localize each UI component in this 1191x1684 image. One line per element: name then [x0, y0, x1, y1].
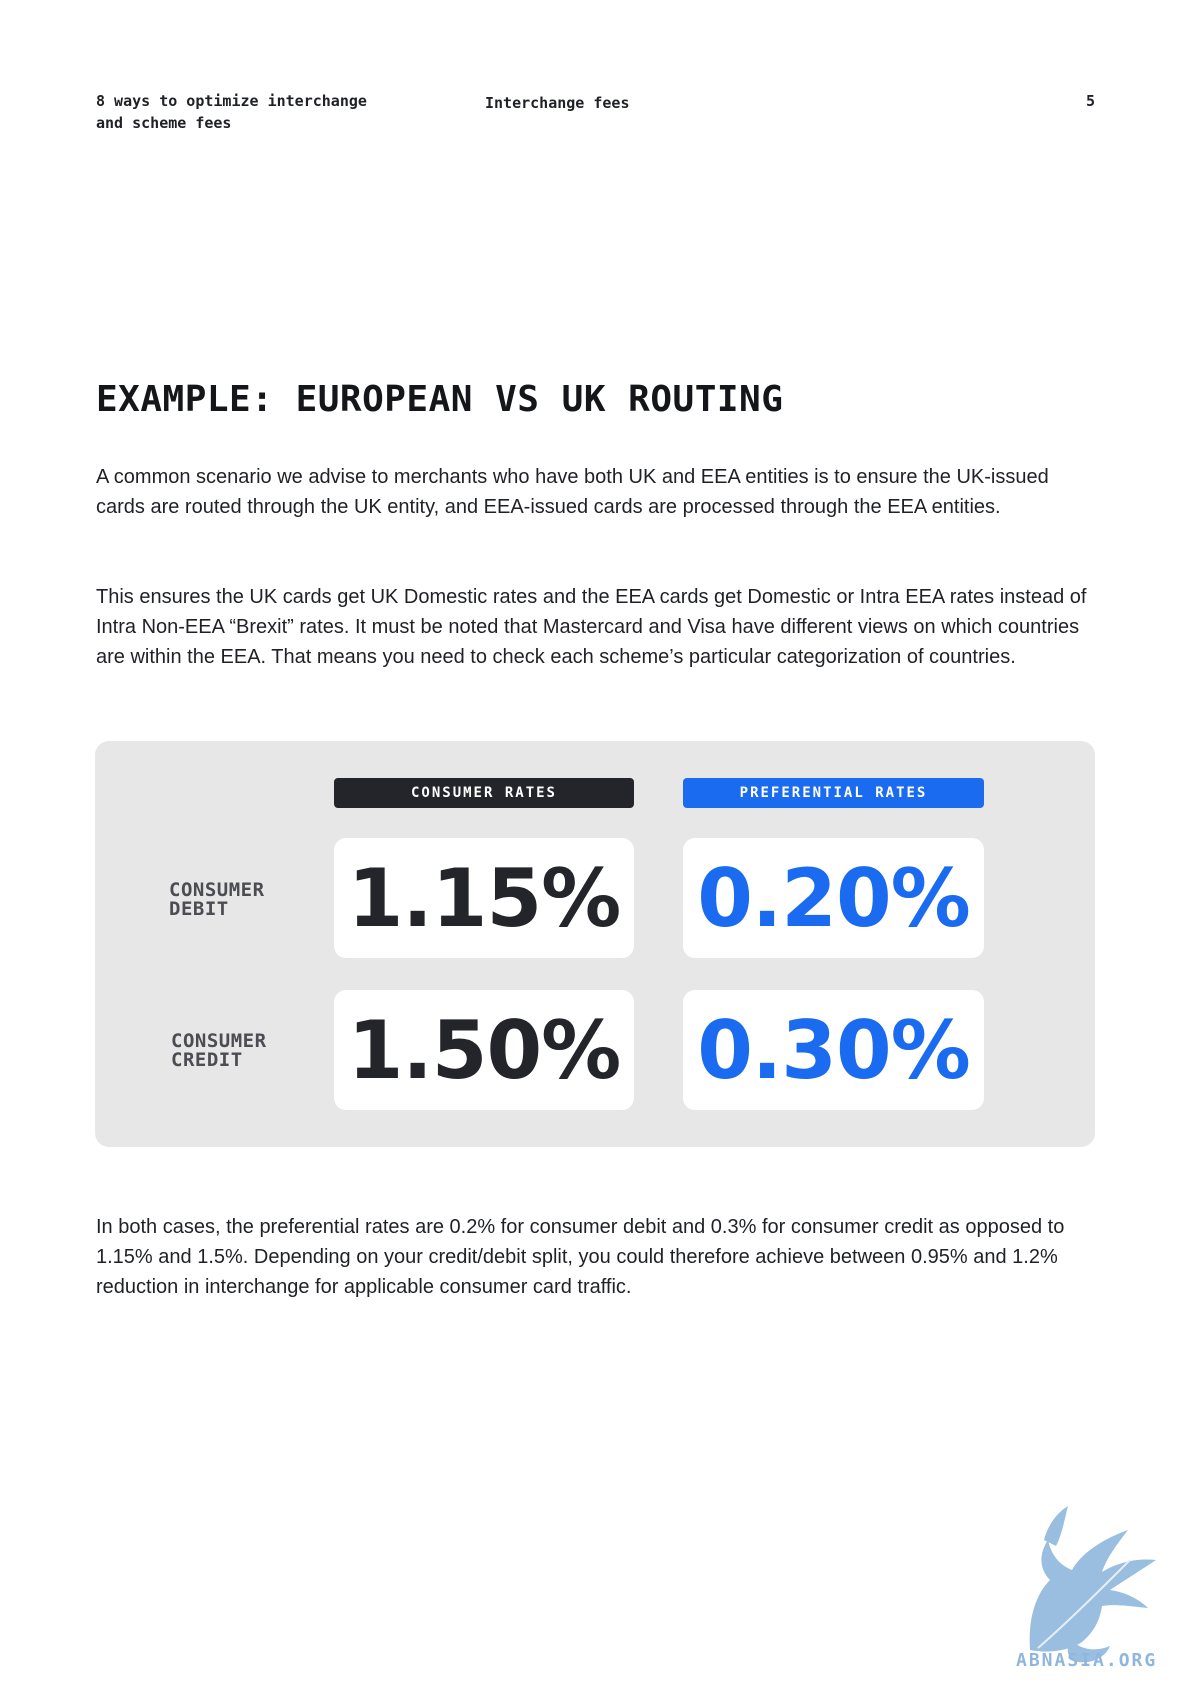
body-paragraph-3: In both cases, the preferential rates ar…: [96, 1216, 1065, 1298]
watermark-text: ABNASIA.ORG: [1016, 1650, 1158, 1671]
row-label-line2: DEBIT: [169, 898, 229, 920]
page-number: 5: [1085, 92, 1095, 110]
rate-preferential-debit: 0.20%: [683, 838, 984, 958]
document-title-line2: and scheme fees: [96, 114, 232, 132]
row-label-consumer-debit: CONSUMER DEBIT: [169, 881, 309, 919]
rate-consumer-credit: 1.50%: [334, 990, 634, 1110]
column-header-preferential-rates: PREFERENTIAL RATES: [683, 778, 984, 808]
page-title: EXAMPLE: EUROPEAN VS UK ROUTING: [96, 379, 784, 420]
section-name: Interchange fees: [485, 94, 630, 112]
body-paragraph-1: A common scenario we advise to merchants…: [96, 466, 1049, 518]
rate-consumer-debit: 1.15%: [334, 838, 634, 958]
row-label-line1: CONSUMER: [171, 1030, 267, 1052]
row-label-line2: CREDIT: [171, 1049, 243, 1071]
griffin-logo-icon: [1029, 1506, 1156, 1663]
document-title: 8 ways to optimize interchange and schem…: [96, 90, 416, 134]
rates-comparison-panel: CONSUMER RATES PREFERENTIAL RATES CONSUM…: [95, 741, 1095, 1147]
row-label-line1: CONSUMER: [169, 879, 265, 901]
column-header-consumer-rates: CONSUMER RATES: [334, 778, 634, 808]
row-label-consumer-credit: CONSUMER CREDIT: [171, 1032, 311, 1070]
rate-preferential-credit: 0.30%: [683, 990, 984, 1110]
body-paragraph-2: This ensures the UK cards get UK Domesti…: [96, 586, 1087, 668]
document-title-line1: 8 ways to optimize interchange: [96, 92, 367, 110]
